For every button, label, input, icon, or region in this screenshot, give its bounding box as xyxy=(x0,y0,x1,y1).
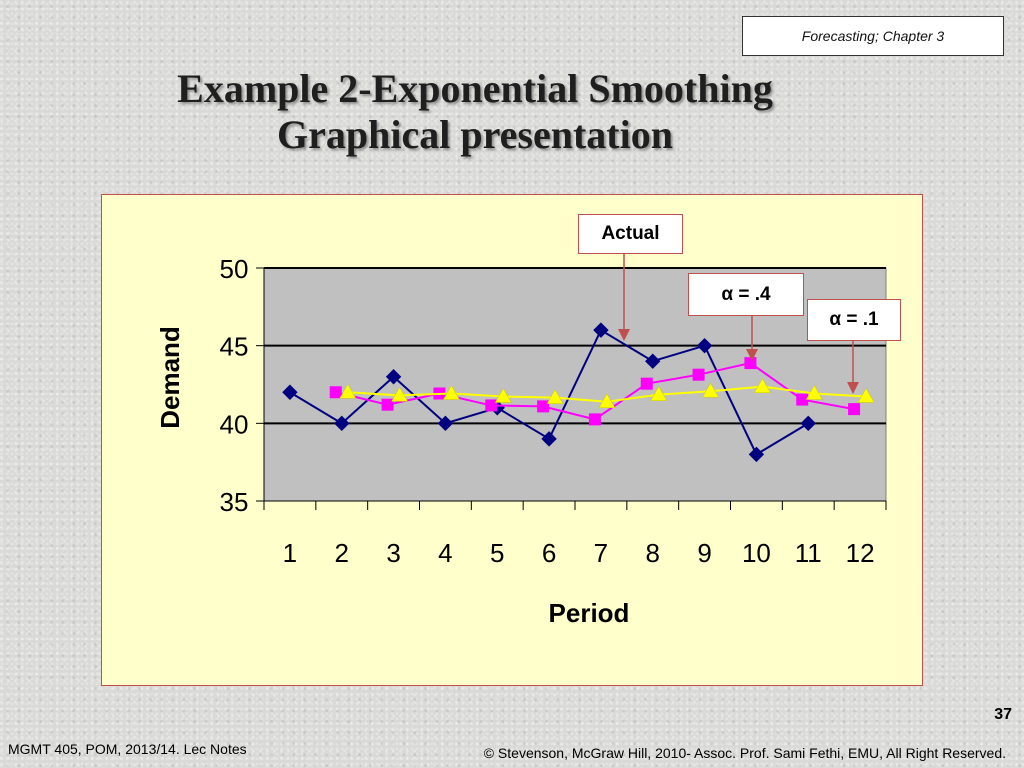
point-alpha-04 xyxy=(744,357,757,370)
point-actual xyxy=(385,369,402,385)
point-actual xyxy=(800,415,816,432)
point-actual xyxy=(334,415,350,432)
point-actual xyxy=(437,415,454,432)
y-tick-label: 45 xyxy=(220,332,249,362)
x-tick-label: 11 xyxy=(795,538,822,568)
footer-course: MGMT 405, POM, 2013/14. Lec Notes xyxy=(8,741,247,757)
point-alpha-04 xyxy=(588,413,601,426)
page-number: 37 xyxy=(994,706,1012,723)
point-alpha-01 xyxy=(702,382,720,398)
point-actual xyxy=(593,322,609,338)
callout-actual: Actual xyxy=(578,214,683,254)
x-axis-title: Period xyxy=(549,598,630,628)
y-axis-title: Demand xyxy=(155,326,185,429)
point-actual xyxy=(645,353,661,369)
title-line-2: Graphical presentation xyxy=(277,112,673,157)
point-actual xyxy=(696,337,713,354)
point-alpha-01 xyxy=(494,387,512,403)
point-alpha-01 xyxy=(442,385,460,400)
point-alpha-04 xyxy=(848,403,861,416)
point-alpha-01 xyxy=(598,393,616,408)
slide-title: Example 2-Exponential Smoothing Graphica… xyxy=(60,66,890,158)
point-alpha-04 xyxy=(329,386,342,399)
y-tick-label: 35 xyxy=(220,487,249,517)
x-tick-label: 2 xyxy=(335,538,349,568)
x-tick-label: 8 xyxy=(646,538,660,568)
x-tick-label: 10 xyxy=(742,538,771,568)
point-alpha-01 xyxy=(650,386,668,401)
x-tick-label: 7 xyxy=(594,538,608,568)
point-alpha-04 xyxy=(537,400,550,413)
point-alpha-04 xyxy=(381,398,394,411)
point-alpha-04 xyxy=(485,399,498,412)
point-alpha-04 xyxy=(796,393,809,406)
callout-alpha-01: α = .1 xyxy=(807,299,901,341)
x-tick-label: 3 xyxy=(386,538,400,568)
point-alpha-01 xyxy=(546,389,564,404)
x-tick-label: 9 xyxy=(697,538,711,568)
chapter-label: Forecasting; Chapter 3 xyxy=(742,16,1004,56)
title-line-1: Example 2-Exponential Smoothing xyxy=(177,66,773,111)
y-tick-label: 50 xyxy=(220,254,249,284)
point-alpha-01 xyxy=(857,387,875,403)
x-tick-label: 4 xyxy=(438,538,452,568)
point-alpha-01 xyxy=(391,386,409,402)
point-actual xyxy=(541,431,557,447)
point-actual xyxy=(282,384,298,400)
point-alpha-01 xyxy=(339,383,357,399)
footer-copyright: © Stevenson, McGraw Hill, 2010- Assoc. P… xyxy=(483,745,1006,761)
chart-panel: 35 40 45 50 1 2 3 4 5 6 7 8 9 10 11 12 Period Demand Actu… xyxy=(101,194,923,686)
point-actual xyxy=(748,446,765,463)
x-tick-label: 6 xyxy=(542,538,556,568)
callout-alpha-04: α = .4 xyxy=(688,273,804,316)
y-tick-label: 40 xyxy=(220,409,249,439)
point-alpha-01 xyxy=(805,384,823,400)
point-alpha-04 xyxy=(640,377,653,390)
x-tick-label: 5 xyxy=(490,538,504,568)
point-alpha-01 xyxy=(753,378,771,393)
x-tick-label: 12 xyxy=(846,538,875,568)
x-tick-label: 1 xyxy=(283,538,297,568)
point-alpha-04 xyxy=(692,368,705,381)
